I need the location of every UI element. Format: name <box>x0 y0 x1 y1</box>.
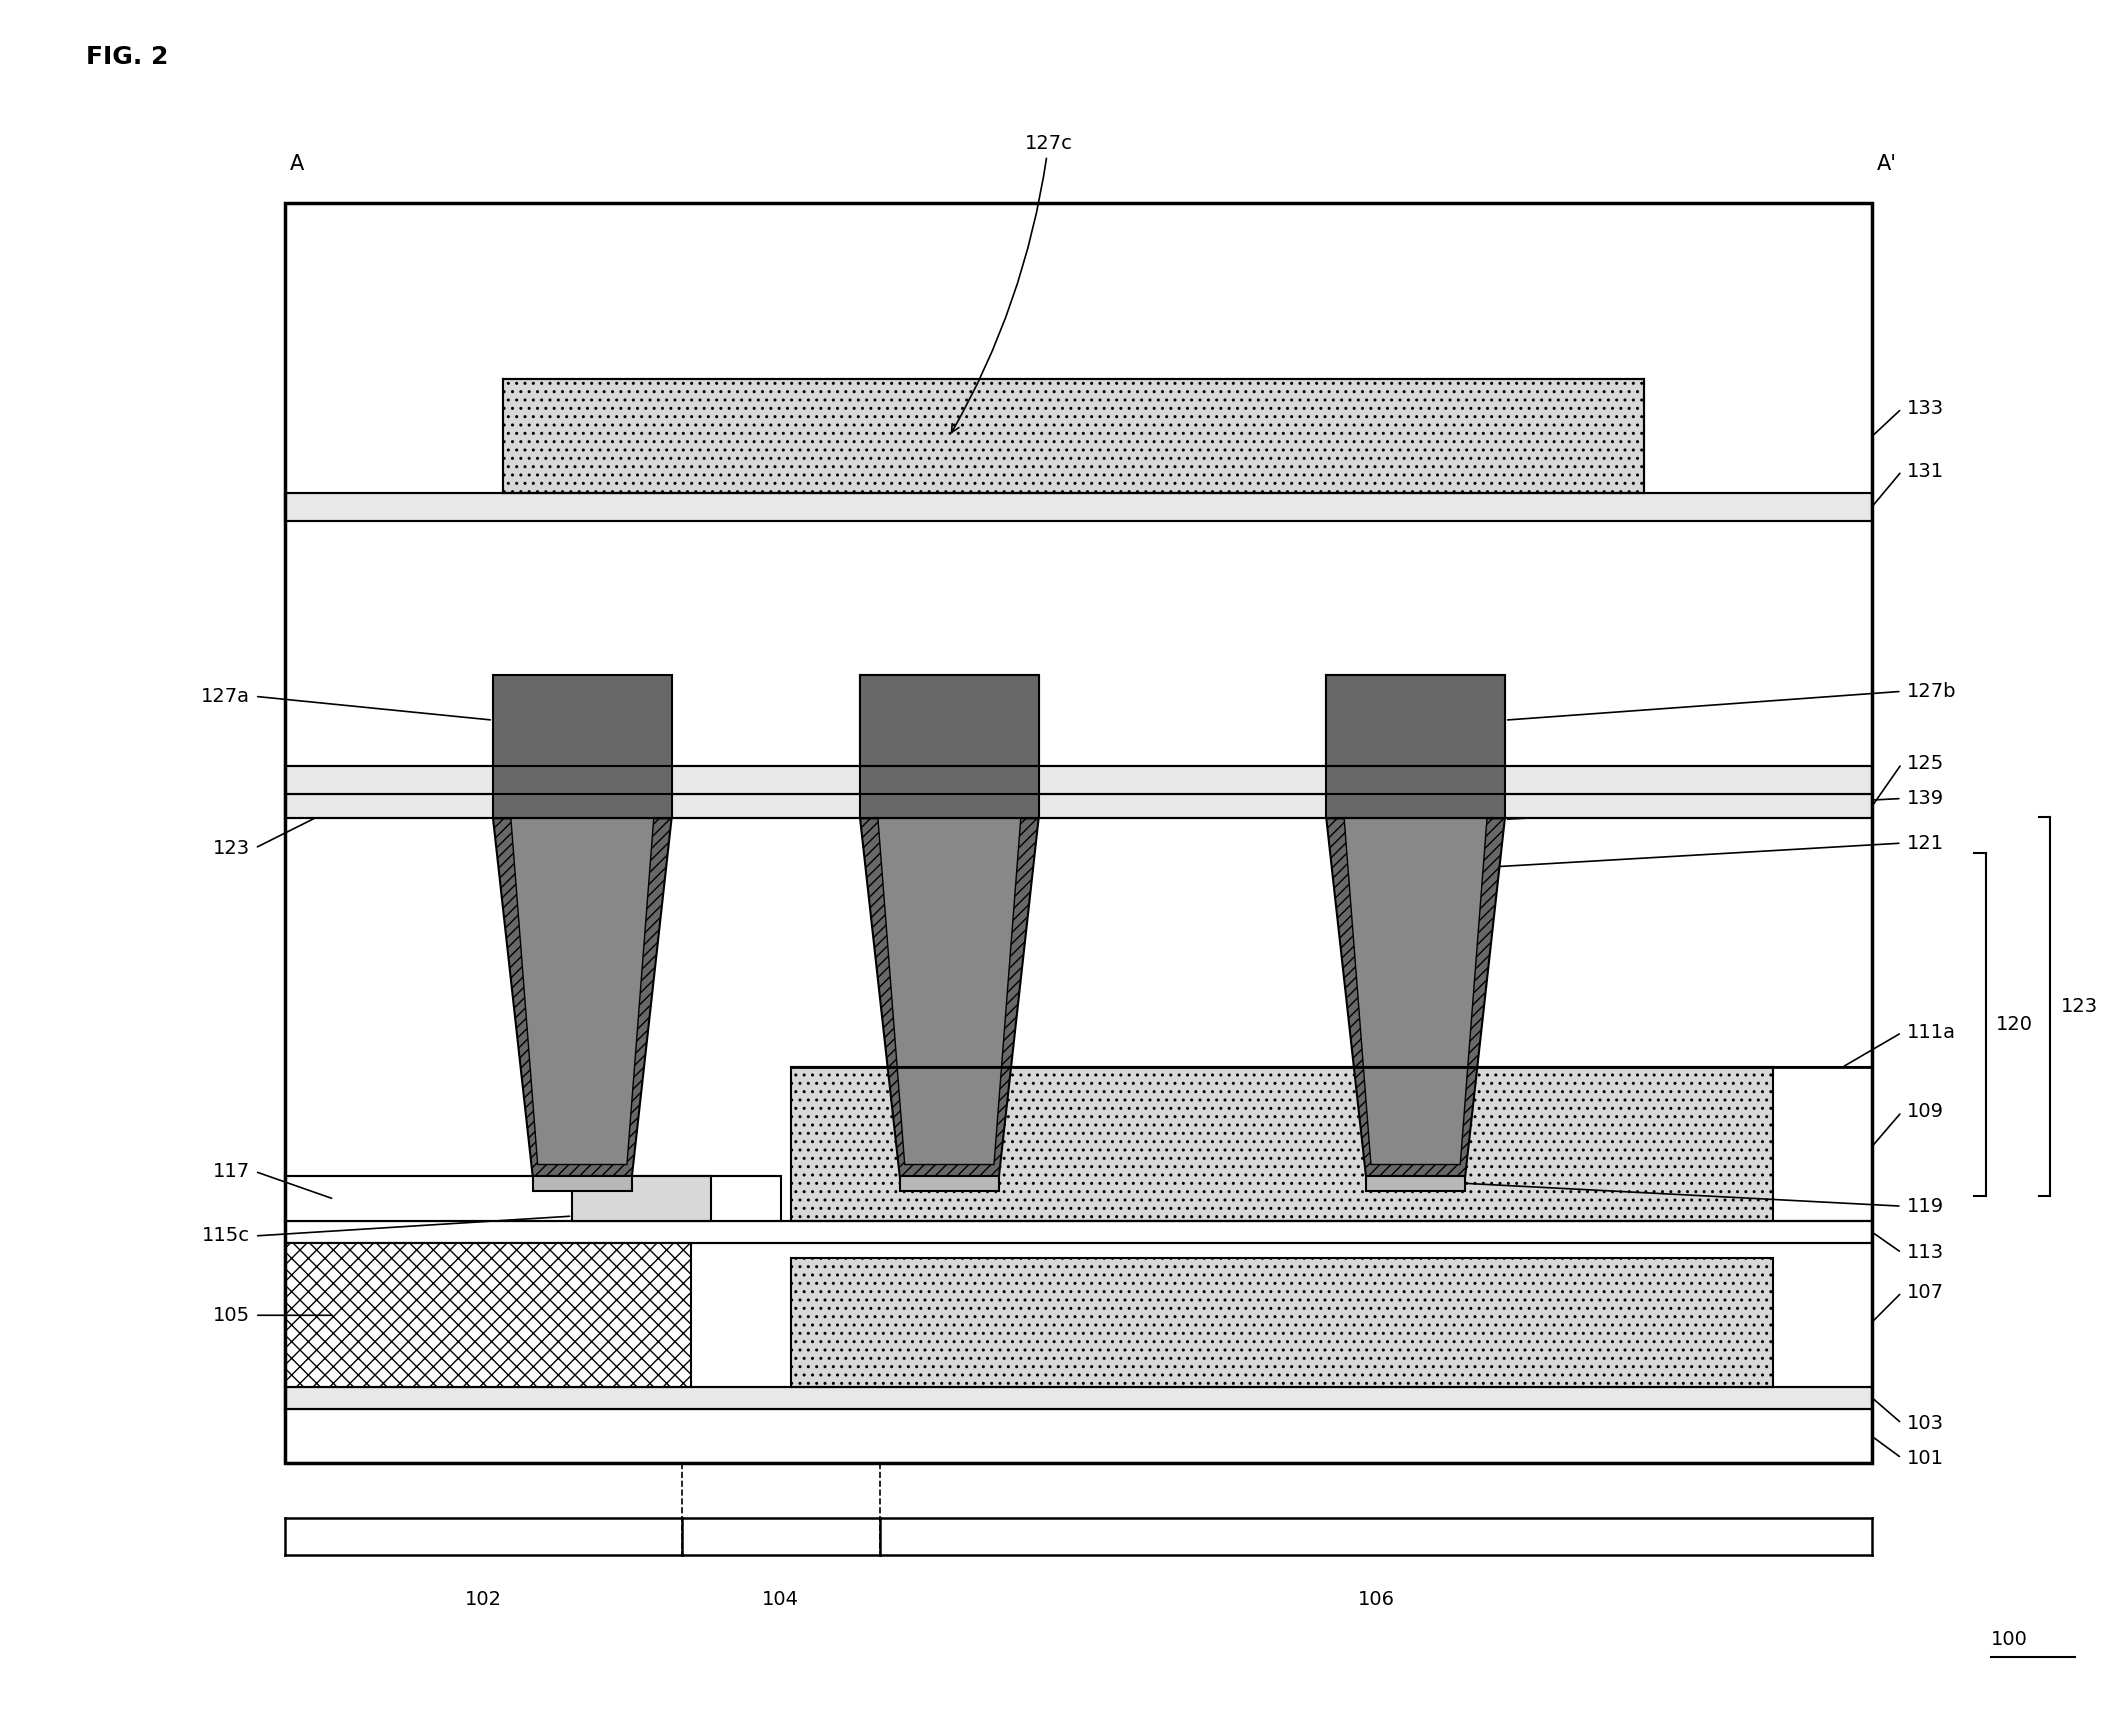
Text: 125: 125 <box>1907 754 1945 773</box>
Bar <box>1325 675 1505 766</box>
Bar <box>493 675 672 818</box>
Bar <box>285 794 1871 818</box>
Bar <box>901 1177 1000 1191</box>
Text: 106: 106 <box>1357 1591 1395 1610</box>
Text: 127a: 127a <box>201 687 249 706</box>
Bar <box>285 766 1871 794</box>
Bar <box>791 1258 1774 1386</box>
Text: 123: 123 <box>214 838 249 857</box>
Text: 111a: 111a <box>1907 1024 1955 1043</box>
Text: 101: 101 <box>1907 1448 1943 1467</box>
Bar <box>285 1386 1871 1409</box>
Text: 104: 104 <box>763 1591 799 1610</box>
Polygon shape <box>1325 818 1505 1177</box>
Text: 127b: 127b <box>1907 682 1955 701</box>
Text: A: A <box>290 153 304 174</box>
Bar <box>573 1177 710 1221</box>
Polygon shape <box>860 818 1038 1177</box>
Text: 100: 100 <box>1991 1630 2027 1649</box>
Text: 127c: 127c <box>951 134 1072 433</box>
Polygon shape <box>1345 818 1486 1165</box>
Text: 105: 105 <box>214 1306 249 1325</box>
Bar <box>533 1177 632 1191</box>
Text: 113: 113 <box>1907 1244 1943 1263</box>
Bar <box>503 380 1645 493</box>
Text: 123: 123 <box>2061 996 2097 1017</box>
Text: 109: 109 <box>1907 1103 1943 1122</box>
Bar <box>791 1067 1774 1221</box>
Text: 133: 133 <box>1907 399 1943 417</box>
Text: A': A' <box>1877 153 1896 174</box>
Bar <box>1366 1177 1465 1191</box>
Bar <box>860 675 1038 818</box>
Bar <box>285 1177 780 1221</box>
Text: 102: 102 <box>465 1591 501 1610</box>
Polygon shape <box>512 818 653 1165</box>
Text: 117: 117 <box>214 1161 249 1180</box>
Polygon shape <box>877 818 1021 1165</box>
Text: 103: 103 <box>1907 1414 1943 1433</box>
Bar <box>1325 675 1505 818</box>
Bar <box>285 1242 691 1386</box>
Text: FIG. 2: FIG. 2 <box>87 45 169 69</box>
Text: 139: 139 <box>1907 789 1943 807</box>
Text: 131: 131 <box>1907 462 1943 481</box>
Text: 115c: 115c <box>203 1227 249 1246</box>
Text: 119: 119 <box>1907 1197 1943 1216</box>
Bar <box>285 1221 1871 1242</box>
Text: 120: 120 <box>1996 1015 2034 1034</box>
Bar <box>285 1409 1871 1464</box>
Text: 121: 121 <box>1907 833 1943 852</box>
Text: 107: 107 <box>1907 1283 1943 1302</box>
Bar <box>860 675 1038 766</box>
Polygon shape <box>493 818 672 1177</box>
Bar <box>285 203 1871 1464</box>
Bar <box>285 493 1871 521</box>
